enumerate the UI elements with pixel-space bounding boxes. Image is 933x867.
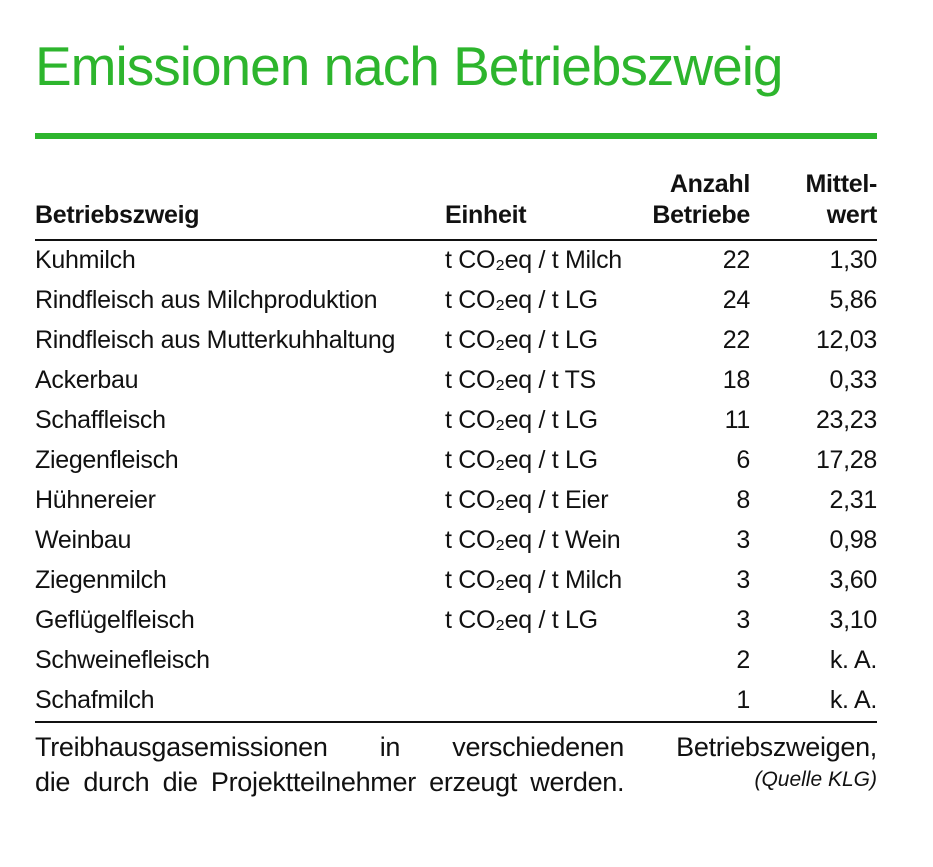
cell-anzahl: 24 (722, 286, 751, 315)
title-divider-rule (35, 132, 877, 139)
cell-betriebszweig: Ackerbau (35, 366, 139, 395)
cell-einheit: t CO₂eq / t TS (445, 366, 596, 395)
caption-source: (Quelle KLG) (754, 767, 877, 791)
header-divider-rule (35, 238, 877, 241)
cell-mittelwert: 0,98 (829, 526, 878, 555)
cell-betriebszweig: Schaffleisch (35, 406, 166, 435)
table-caption: Treibhausgasemissionen in verschiedenen … (35, 730, 877, 800)
cell-anzahl: 3 (736, 566, 750, 595)
cell-mittelwert: 3,10 (829, 606, 878, 635)
table-row: Ziegenfleisch t CO₂eq / t LG 6 17,28 (35, 441, 877, 481)
cell-einheit: t CO₂eq / t LG (445, 406, 598, 435)
table-row: Kuhmilch t CO₂eq / t Milch 22 1,30 (35, 241, 877, 281)
cell-mittelwert: 0,33 (829, 366, 878, 395)
column-header-einheit: Einheit (445, 200, 527, 229)
cell-einheit: t CO₂eq / t LG (445, 606, 598, 635)
cell-einheit: t CO₂eq / t LG (445, 326, 598, 355)
cell-betriebszweig: Kuhmilch (35, 246, 136, 275)
cell-anzahl: 3 (736, 606, 750, 635)
page-title: Emissionen nach Betriebszweig (35, 35, 784, 97)
caption-text-line2: die durch die Projektteilnehmer erzeugt … (35, 765, 877, 800)
cell-betriebszweig: Ziegenfleisch (35, 446, 179, 475)
cell-einheit: t CO₂eq / t Milch (445, 566, 622, 595)
table-row: Schweinefleisch 2 k. A. (35, 641, 877, 681)
cell-einheit: t CO₂eq / t LG (445, 446, 598, 475)
table-row: Ziegenmilch t CO₂eq / t Milch 3 3,60 (35, 561, 877, 601)
cell-betriebszweig: Schafmilch (35, 686, 155, 715)
cell-anzahl: 18 (722, 366, 751, 395)
table-body: Kuhmilch t CO₂eq / t Milch 22 1,30 Rindf… (35, 241, 877, 721)
cell-anzahl: 1 (736, 686, 750, 715)
caption-text-line1: Treibhausgasemissionen in verschiedenen … (35, 731, 877, 762)
table-row: Rindfleisch aus Milchproduktion t CO₂eq … (35, 281, 877, 321)
cell-mittelwert: 2,31 (829, 486, 878, 515)
cell-einheit: t CO₂eq / t Wein (445, 526, 621, 555)
cell-anzahl: 11 (724, 406, 751, 435)
table-row: Schaffleisch t CO₂eq / t LG 11 23,23 (35, 401, 877, 441)
column-header-mittelwert: Mittel- wert (805, 169, 878, 229)
cell-betriebszweig: Rindfleisch aus Mutterkuhhaltung (35, 326, 396, 355)
cell-betriebszweig: Rindfleisch aus Milchproduktion (35, 286, 378, 315)
cell-mittelwert: 3,60 (829, 566, 878, 595)
cell-anzahl: 2 (736, 646, 750, 675)
cell-mittelwert: 12,03 (815, 326, 877, 355)
cell-anzahl: 22 (722, 246, 751, 275)
cell-anzahl: 8 (736, 486, 750, 515)
article-table-block: Emissionen nach Betriebszweig Betriebszw… (35, 36, 877, 800)
cell-betriebszweig: Ziegenmilch (35, 566, 167, 595)
column-header-betriebszweig: Betriebszweig (35, 200, 200, 229)
cell-anzahl: 3 (736, 526, 750, 555)
table-row: Ackerbau t CO₂eq / t TS 18 0,33 (35, 361, 877, 401)
table-row: Weinbau t CO₂eq / t Wein 3 0,98 (35, 521, 877, 561)
cell-mittelwert: k. A. (829, 686, 877, 715)
cell-betriebszweig: Geflügelfleisch (35, 606, 195, 635)
cell-einheit: t CO₂eq / t Eier (445, 486, 609, 515)
column-header-anzahl-betriebe: Anzahl Betriebe (652, 169, 750, 229)
cell-mittelwert: 5,86 (829, 286, 878, 315)
table-bottom-rule (35, 720, 877, 723)
cell-einheit: t CO₂eq / t Milch (445, 246, 622, 275)
table-row: Hühnereier t CO₂eq / t Eier 8 2,31 (35, 481, 877, 521)
cell-betriebszweig: Hühnereier (35, 486, 156, 515)
cell-anzahl: 22 (722, 326, 751, 355)
table-header-row: Betriebszweig Einheit Anzahl Betriebe Mi… (35, 139, 877, 239)
cell-mittelwert: k. A. (829, 646, 877, 675)
cell-betriebszweig: Schweinefleisch (35, 646, 210, 675)
cell-betriebszweig: Weinbau (35, 526, 132, 555)
cell-mittelwert: 1,30 (829, 246, 878, 275)
cell-einheit: t CO₂eq / t LG (445, 286, 598, 315)
cell-mittelwert: 23,23 (815, 406, 877, 435)
table-row: Rindfleisch aus Mutterkuhhaltung t CO₂eq… (35, 321, 877, 361)
cell-anzahl: 6 (736, 446, 750, 475)
cell-mittelwert: 17,28 (815, 446, 877, 475)
table-row: Geflügelfleisch t CO₂eq / t LG 3 3,10 (35, 601, 877, 641)
table-row: Schafmilch 1 k. A. (35, 681, 877, 721)
